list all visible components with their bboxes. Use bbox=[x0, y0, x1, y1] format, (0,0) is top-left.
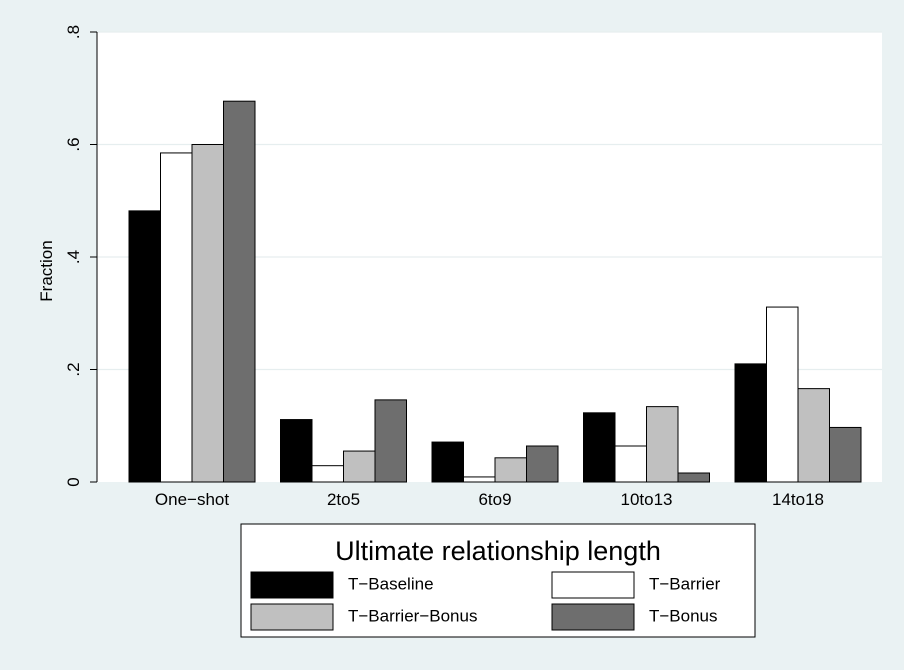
bars bbox=[128, 100, 862, 483]
bar-3-2 bbox=[646, 406, 679, 483]
bar-0-3 bbox=[223, 100, 256, 483]
legend-items: T−Baseline T−Barrier T−Barrier−Bonus T−Bonu… bbox=[250, 571, 721, 631]
x-tick-label-0: One−shot bbox=[155, 490, 229, 509]
y-tick-label-2: .4 bbox=[64, 250, 83, 264]
x-tick-label-2: 6to9 bbox=[478, 490, 511, 509]
legend-label-1: T−Barrier bbox=[649, 574, 721, 593]
y-tick-label-3: .6 bbox=[64, 137, 83, 151]
bar-2-0 bbox=[431, 441, 464, 483]
bar-4-0 bbox=[734, 363, 767, 483]
bar-3-0 bbox=[583, 412, 616, 483]
legend-label-3: T−Bonus bbox=[649, 606, 718, 625]
bar-3-3 bbox=[677, 472, 710, 483]
x-tick-label-1: 2to5 bbox=[327, 490, 360, 509]
legend-swatch-3 bbox=[551, 603, 635, 631]
y-tick-label-1: .2 bbox=[64, 362, 83, 376]
bar-4-1 bbox=[766, 306, 799, 483]
bar-2-1 bbox=[463, 476, 496, 483]
bar-4-3 bbox=[829, 426, 862, 483]
y-axis-label: Fraction bbox=[37, 240, 56, 301]
bar-0-1 bbox=[160, 152, 193, 483]
x-tick-label-4: 14to18 bbox=[772, 490, 824, 509]
bar-1-2 bbox=[343, 450, 376, 483]
bar-2-2 bbox=[494, 457, 527, 483]
bar-1-0 bbox=[280, 419, 313, 483]
legend-swatch-0 bbox=[250, 571, 334, 599]
legend-label-0: T−Baseline bbox=[348, 574, 434, 593]
bar-1-3 bbox=[374, 399, 407, 483]
legend-swatch-2 bbox=[250, 603, 334, 631]
legend-swatch-1 bbox=[551, 571, 635, 599]
y-tick-label-0: 0 bbox=[64, 477, 83, 486]
x-axis-labels: One−shot 2to5 6to9 10to13 14to18 bbox=[155, 490, 824, 509]
bar-1-1 bbox=[311, 465, 344, 483]
legend: Ultimate relationship length T−Baseline T… bbox=[240, 523, 756, 638]
y-axis-ticks: 0 .2 .4 .6 .8 bbox=[64, 25, 97, 487]
y-tick-label-4: .8 bbox=[64, 25, 83, 39]
x-tick-label-3: 10to13 bbox=[621, 490, 673, 509]
bar-3-1 bbox=[614, 445, 647, 483]
bar-0-0 bbox=[128, 210, 161, 483]
legend-title: Ultimate relationship length bbox=[335, 536, 661, 566]
bar-2-3 bbox=[526, 445, 559, 483]
bar-0-2 bbox=[191, 144, 224, 483]
legend-label-2: T−Barrier−Bonus bbox=[348, 606, 477, 625]
bar-4-2 bbox=[797, 388, 830, 483]
